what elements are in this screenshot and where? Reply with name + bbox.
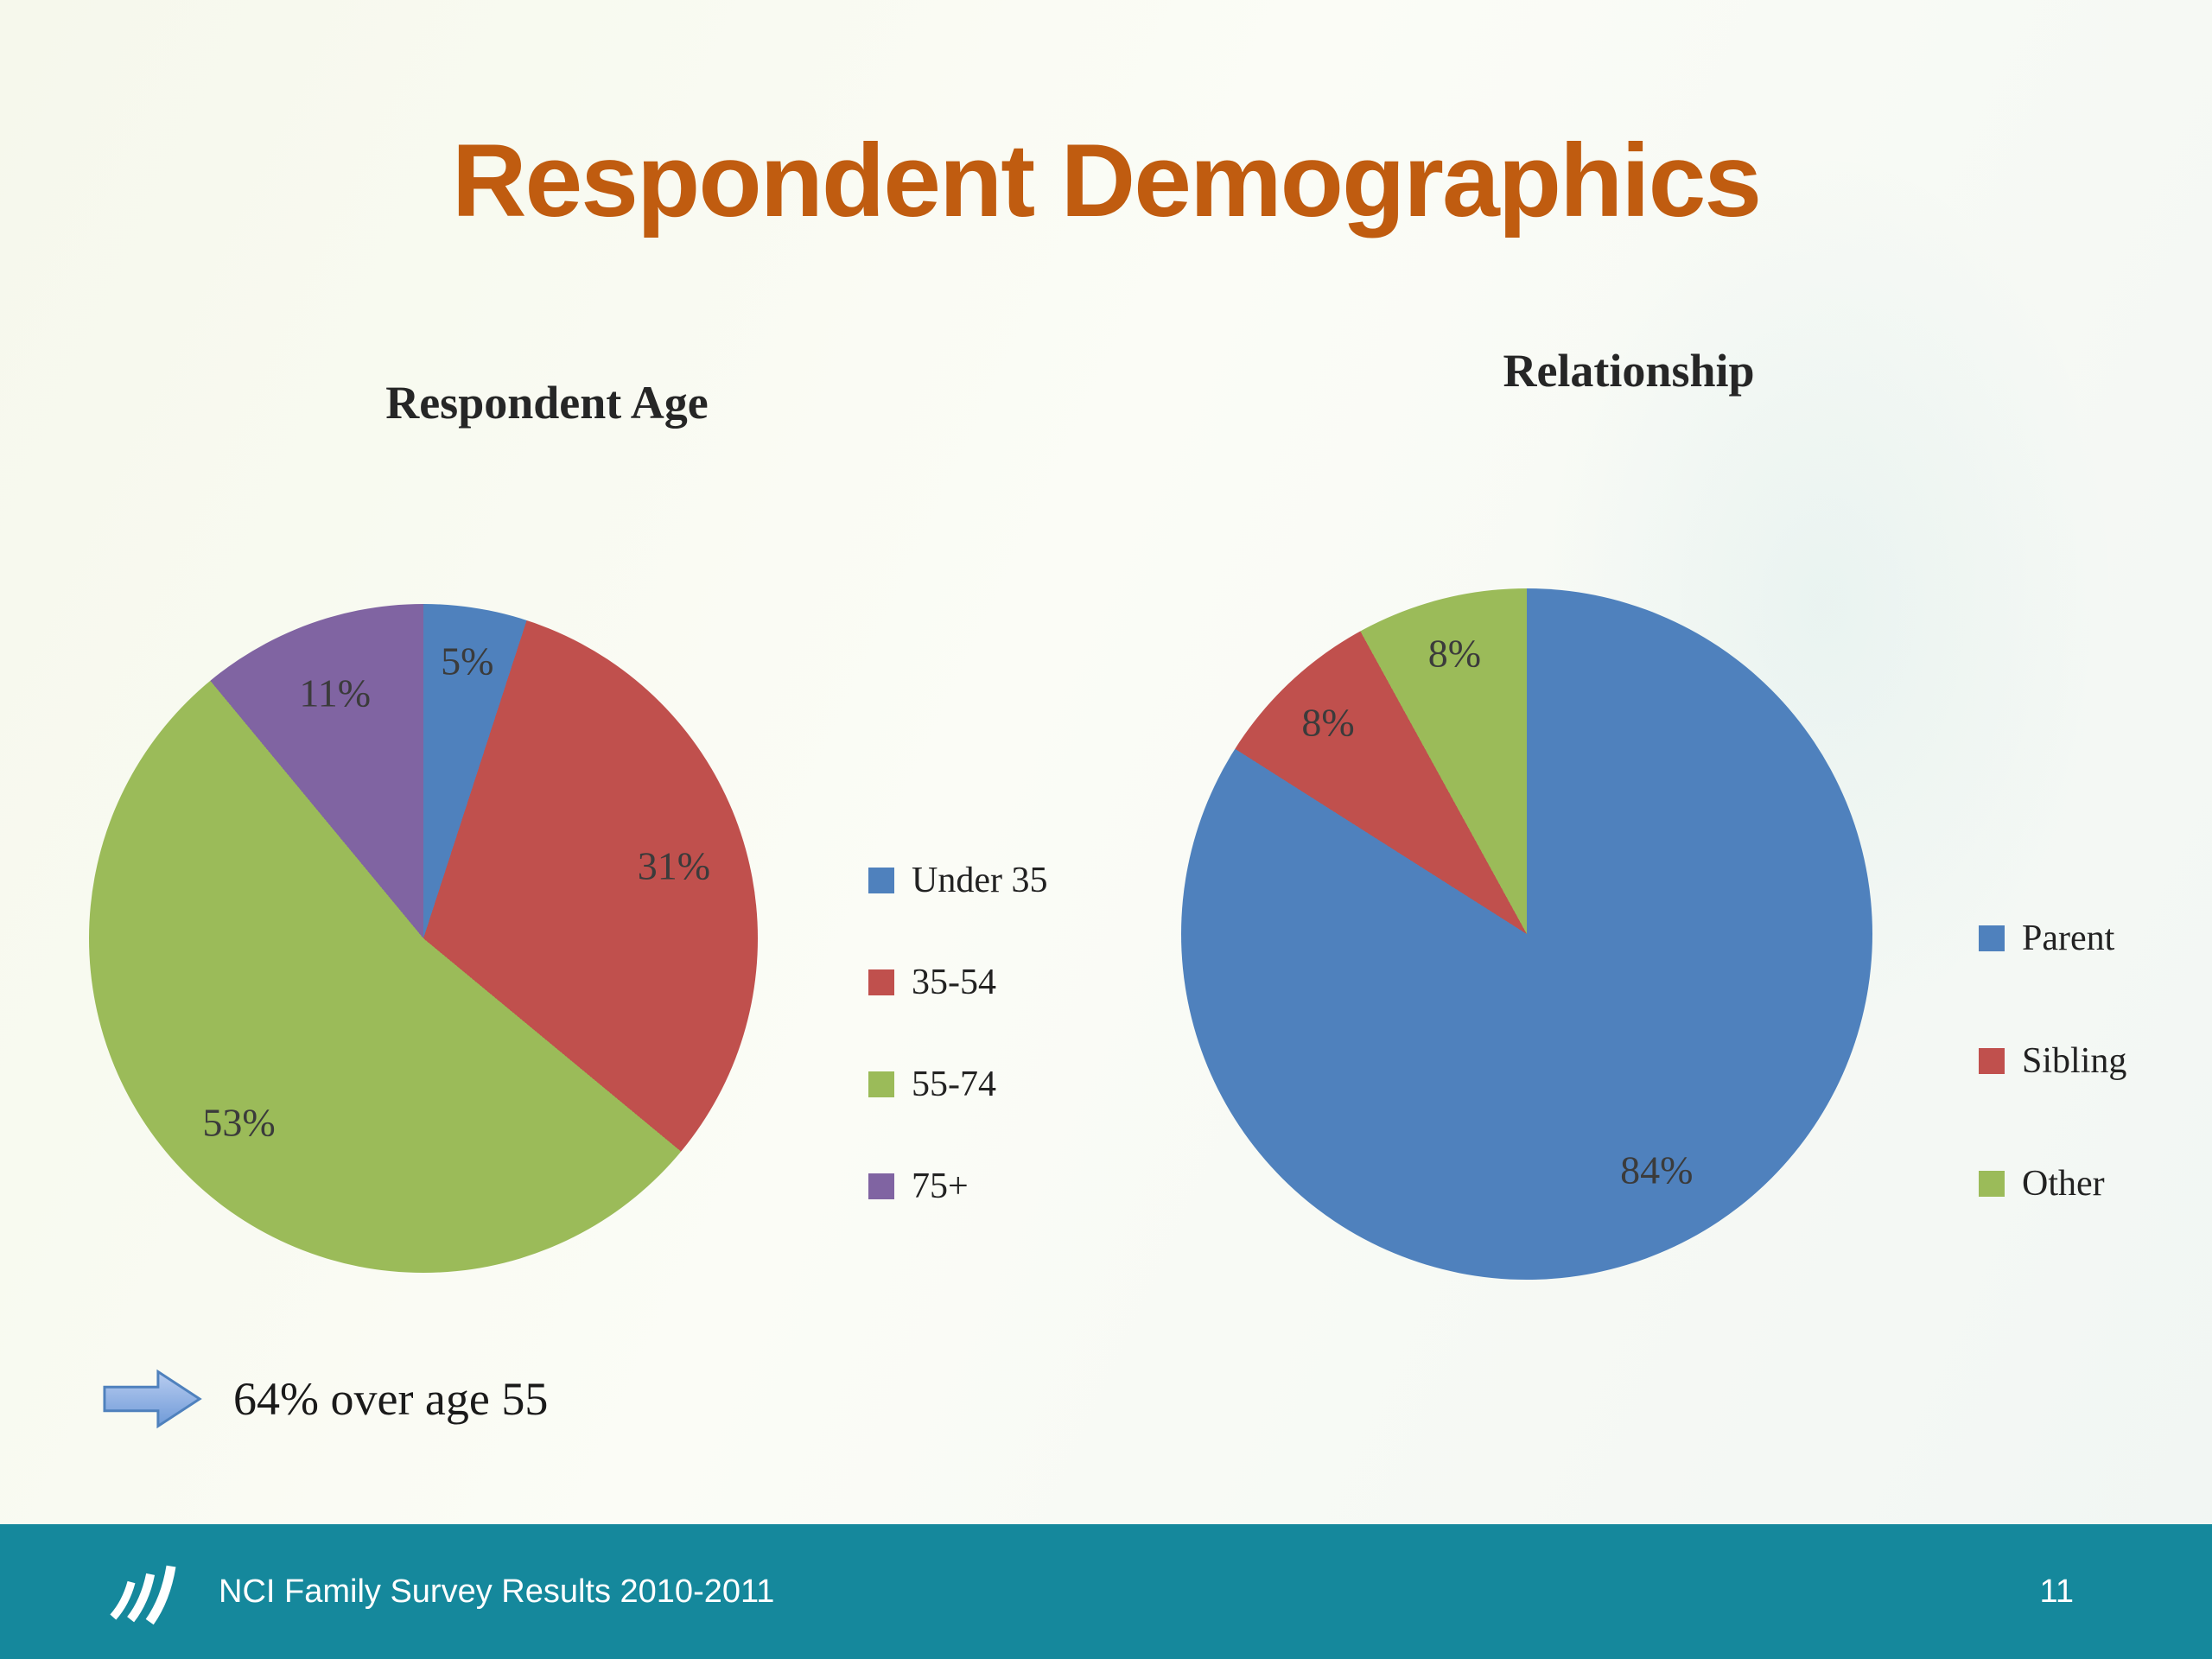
legend-swatch xyxy=(1979,925,2005,951)
chart-title-relationship: Relationship xyxy=(1503,345,1755,397)
legend-label: Sibling xyxy=(2022,1041,2127,1081)
legend-item: 55-74 xyxy=(868,1064,1047,1105)
legend-item: Parent xyxy=(1979,918,2126,959)
legend-swatch xyxy=(1979,1048,2005,1074)
legend-item: 75+ xyxy=(868,1166,1047,1207)
pie-slice-label: 5% xyxy=(441,639,494,683)
legend-label: 35-54 xyxy=(912,963,996,1002)
legend-label: 75+ xyxy=(912,1166,969,1206)
pie-slice-label: 8% xyxy=(1301,700,1355,745)
legend-label: Under 35 xyxy=(912,861,1048,900)
callout-text: 64% over age 55 xyxy=(233,1373,549,1425)
legend-swatch xyxy=(868,969,894,995)
relationship-pie: 84% 8% 8% xyxy=(1181,588,1872,1280)
pie-slice-label: 53% xyxy=(202,1100,276,1145)
chart-title-respondent-age: Respondent Age xyxy=(385,377,709,429)
pie-slice-label: 11% xyxy=(299,671,372,715)
callout: 64% over age 55 xyxy=(102,1367,548,1431)
legend-item: Under 35 xyxy=(868,860,1047,901)
pie-slice-label: 8% xyxy=(1427,631,1482,676)
footer-bar: NCI Family Survey Results 2010-2011 11 xyxy=(0,1524,2212,1659)
respondent-age-pie: 5% 31% 53% 11% xyxy=(89,604,758,1273)
legend-item: Sibling xyxy=(1979,1040,2126,1082)
page-title: Respondent Demographics xyxy=(451,123,1762,238)
legend-swatch xyxy=(1979,1171,2005,1197)
relationship-legend: Parent Sibling Other xyxy=(1979,918,2126,1205)
legend-label: 55-74 xyxy=(912,1065,996,1104)
footer-logo-icon xyxy=(110,1565,176,1625)
legend-item: 35-54 xyxy=(868,962,1047,1003)
right-arrow-icon xyxy=(103,1369,202,1429)
pie-slice-label: 84% xyxy=(1620,1147,1694,1192)
legend-label: Other xyxy=(2022,1164,2105,1204)
legend-item: Other xyxy=(1979,1163,2126,1205)
legend-label: Parent xyxy=(2022,918,2115,958)
legend-swatch xyxy=(868,868,894,893)
respondent-age-legend: Under 35 35-54 55-74 75+ xyxy=(868,860,1047,1207)
footer-text: NCI Family Survey Results 2010-2011 xyxy=(219,1573,775,1610)
legend-swatch xyxy=(868,1071,894,1097)
footer-page-number: 11 xyxy=(2039,1573,2074,1610)
pie-slice-label: 31% xyxy=(637,843,711,888)
legend-swatch xyxy=(868,1173,894,1199)
